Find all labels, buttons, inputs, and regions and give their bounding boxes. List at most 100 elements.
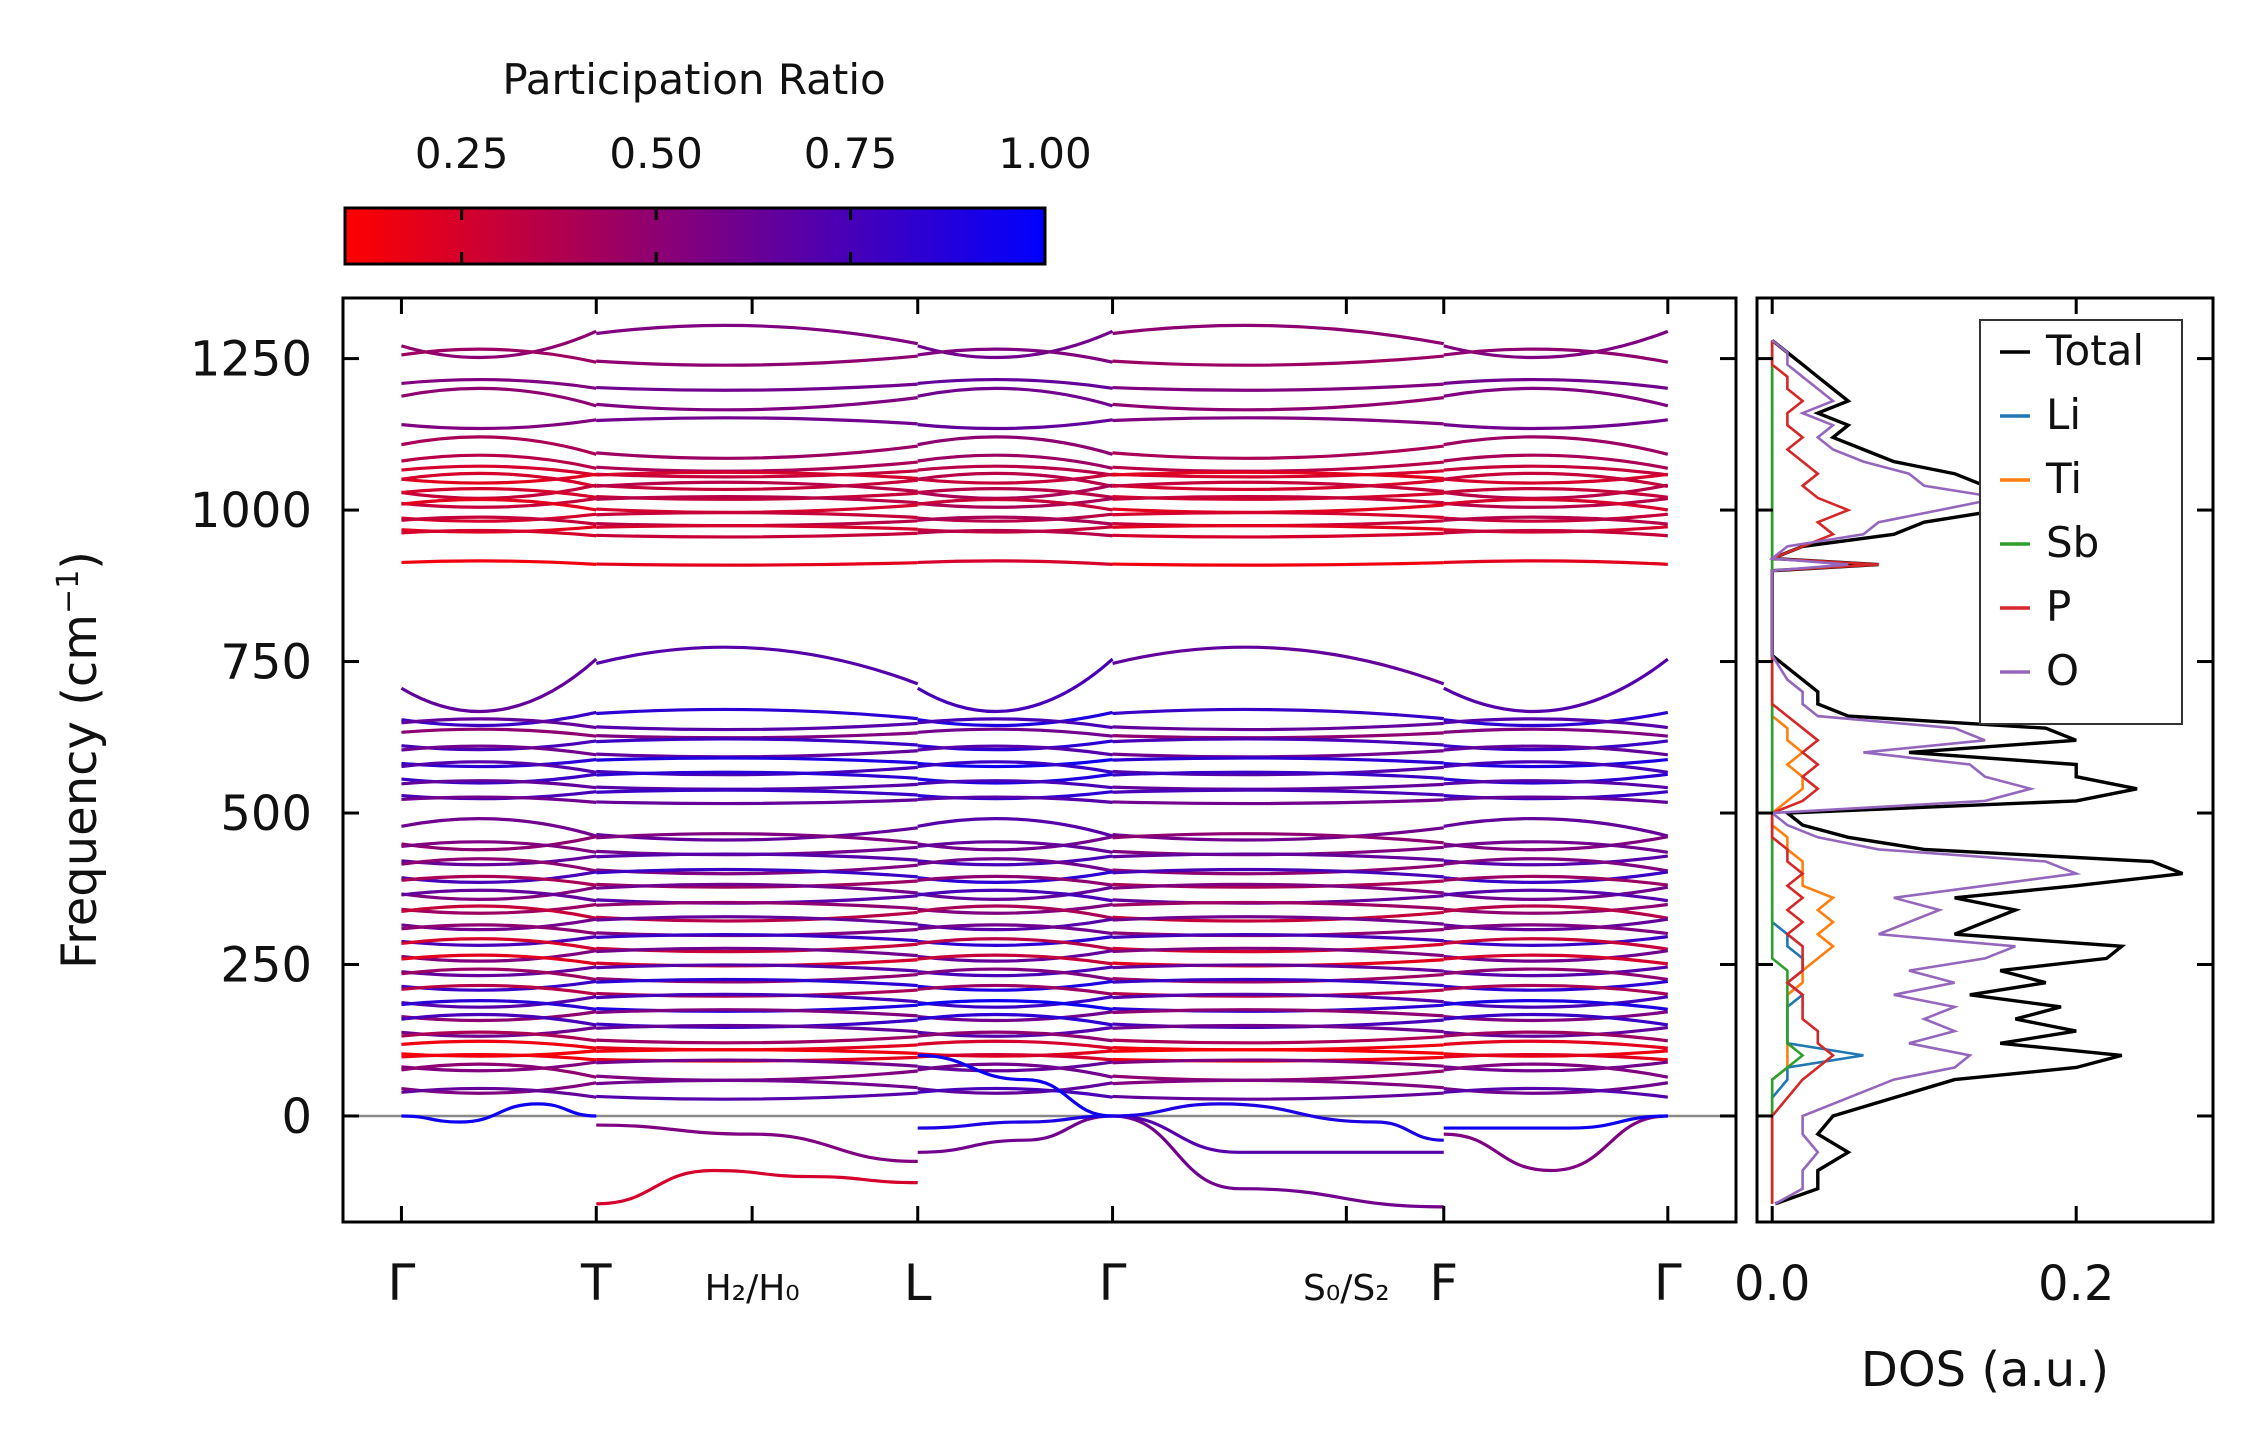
band-line xyxy=(1443,515,1668,526)
band-line xyxy=(401,835,597,852)
band-line xyxy=(401,885,597,901)
dos-x-tick-label: 0.0 xyxy=(1734,1256,1810,1312)
band-line xyxy=(596,977,918,988)
band-line xyxy=(400,657,598,713)
low-frequency-branch xyxy=(596,1123,918,1164)
band-line xyxy=(917,347,1113,364)
band-line xyxy=(596,561,918,567)
band-line xyxy=(1443,937,1669,951)
band-line xyxy=(401,779,597,790)
y-tick-label: 1000 xyxy=(190,483,312,539)
band-line xyxy=(1112,396,1444,412)
band-line xyxy=(917,377,1113,390)
band-line xyxy=(596,798,918,806)
band-line xyxy=(401,1039,597,1050)
band-line xyxy=(401,904,597,920)
band-line xyxy=(1112,323,1445,346)
band-line xyxy=(596,1078,918,1090)
band-line xyxy=(917,840,1113,854)
band-line xyxy=(917,965,1113,978)
band-line xyxy=(1112,900,1444,911)
band-line xyxy=(1443,418,1669,431)
band-line xyxy=(596,531,918,539)
high-symmetry-label: Γ xyxy=(1654,1254,1682,1312)
band-line xyxy=(1112,707,1444,721)
band-line xyxy=(401,937,597,951)
band-line xyxy=(1443,472,1669,485)
band-line xyxy=(1112,1078,1444,1090)
band-line xyxy=(1112,731,1444,740)
band-line xyxy=(1112,524,1444,531)
band-line xyxy=(917,515,1113,526)
band-line xyxy=(1443,1039,1668,1050)
band-line xyxy=(1112,882,1444,895)
band-line xyxy=(401,464,597,477)
band-line xyxy=(917,857,1113,873)
high-symmetry-label: Γ xyxy=(1099,1254,1127,1312)
band-line xyxy=(596,523,918,531)
band-line xyxy=(401,496,597,509)
band-line xyxy=(596,444,918,460)
low-frequency-branch xyxy=(1112,1102,1444,1142)
dos-curve-ti xyxy=(1770,340,1836,1204)
band-line xyxy=(401,483,597,500)
band-line xyxy=(401,1062,597,1079)
band-line xyxy=(1443,1086,1669,1099)
band-line xyxy=(1443,904,1669,920)
band-line xyxy=(1443,835,1669,852)
y-tick-label: 1250 xyxy=(190,332,312,388)
band-line xyxy=(917,496,1113,509)
band-line xyxy=(917,487,1113,499)
band-line xyxy=(917,727,1113,738)
y-tick-label: 750 xyxy=(220,635,312,691)
band-line xyxy=(1443,967,1669,982)
band-line xyxy=(917,1012,1113,1027)
band-line xyxy=(917,835,1113,852)
band-line xyxy=(917,559,1113,566)
band-line xyxy=(596,470,918,481)
band-line xyxy=(1112,1048,1444,1055)
band-line xyxy=(401,528,597,538)
band-line xyxy=(401,965,597,978)
low-frequency-branch xyxy=(917,1114,1113,1154)
band-line xyxy=(1112,470,1444,481)
band-line xyxy=(1443,744,1669,757)
band-line xyxy=(1112,756,1444,765)
band-line xyxy=(1112,531,1444,539)
band-line xyxy=(596,867,918,879)
band-line xyxy=(1443,965,1669,978)
band-line xyxy=(401,949,597,963)
band-line xyxy=(596,770,918,780)
band-line xyxy=(401,559,597,566)
band-line xyxy=(596,737,918,747)
band-line xyxy=(1112,444,1444,460)
band-line xyxy=(596,396,918,412)
band-line xyxy=(401,995,597,1009)
colorbar-label: Participation Ratio xyxy=(502,55,885,104)
band-line xyxy=(1443,885,1669,901)
y-tick-label: 250 xyxy=(220,937,312,993)
legend-label-sb: Sb xyxy=(2046,518,2099,567)
band-line xyxy=(401,487,597,499)
band-line xyxy=(917,1010,1113,1023)
band-line xyxy=(596,494,918,505)
band-line xyxy=(1443,1010,1669,1023)
dos-curve-p xyxy=(1770,340,1879,1204)
band-line xyxy=(401,1012,597,1027)
band-line xyxy=(1443,528,1668,538)
band-line xyxy=(1443,657,1669,713)
high-symmetry-label: T xyxy=(580,1254,612,1312)
band-line xyxy=(1112,511,1444,520)
band-line xyxy=(917,995,1113,1009)
band-line xyxy=(401,471,597,488)
band-line xyxy=(401,1086,597,1099)
band-line xyxy=(1443,949,1669,963)
band-line xyxy=(596,992,918,1004)
band-line xyxy=(596,354,918,367)
band-line xyxy=(917,949,1113,963)
band-line xyxy=(401,967,597,982)
band-line xyxy=(1443,471,1669,489)
band-line xyxy=(1443,464,1669,477)
band-line xyxy=(917,1030,1113,1043)
